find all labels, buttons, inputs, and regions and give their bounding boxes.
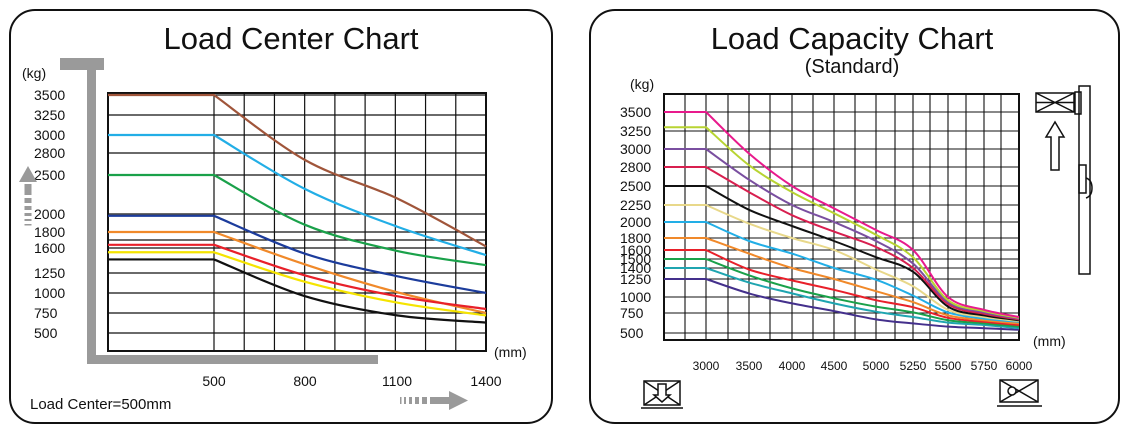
series-line-blue	[108, 214, 487, 295]
chart-subtitle: (Standard)	[805, 56, 900, 78]
series-line-red	[108, 243, 487, 311]
y-tick-label: 3500	[620, 104, 651, 120]
y-tick-label: 1600	[620, 242, 651, 258]
load-capacity-series	[664, 111, 1020, 331]
x-tick-label: 6000	[1006, 359, 1033, 373]
y-tick-label: 2800	[620, 159, 651, 175]
y-tick-label: 2500	[620, 178, 651, 194]
series-line-green	[108, 173, 487, 267]
series-line-violet	[664, 278, 1020, 331]
y-tick-label: 1000	[34, 285, 65, 301]
chart-title: Load Center Chart	[163, 21, 418, 56]
series-line-purple	[664, 148, 1020, 320]
load-capacity-x-ticks: 3000 3500 4000 4500 5000 5250 5500 5750 6000	[693, 359, 1033, 373]
series-line-magenta	[664, 111, 1020, 318]
lift-up-arrow-icon	[1044, 120, 1066, 171]
pallet-box-raised-icon	[1035, 92, 1075, 113]
y-tick-label: 500	[620, 325, 644, 341]
series-line-crimson	[664, 166, 1020, 321]
y-tick-label: 750	[34, 305, 58, 321]
y-tick-label: 2000	[620, 214, 651, 230]
up-arrow-icon	[19, 166, 37, 226]
series-line-black	[108, 258, 487, 324]
right-arrow-icon	[400, 391, 468, 410]
y-tick-label: 3250	[620, 123, 651, 139]
x-tick-label: 800	[293, 373, 317, 389]
series-line-teal	[664, 267, 1020, 330]
series-line-cyan	[664, 221, 1020, 323]
load-center-note: Load Center=500mm	[30, 396, 171, 413]
y-tick-label: 1000	[620, 289, 651, 305]
y-tick-label: 2500	[34, 167, 65, 183]
series-line-black	[664, 185, 1020, 322]
y-tick-label: 500	[34, 325, 58, 341]
y-tick-label: 2800	[34, 145, 65, 161]
y-tick-label: 2250	[620, 197, 651, 213]
y-tick-label: 2000	[34, 206, 65, 222]
load-center-series	[108, 93, 487, 324]
x-axis-unit: (mm)	[494, 344, 527, 360]
series-line-brown	[108, 93, 487, 248]
x-tick-label: 5000	[863, 359, 890, 373]
y-tick-label: 3000	[620, 141, 651, 157]
x-tick-label: 1100	[382, 373, 412, 389]
x-tick-label: 3000	[693, 359, 720, 373]
y-tick-label: 1250	[620, 271, 651, 287]
y-tick-label: 1500	[620, 251, 651, 267]
series-line-orange	[664, 237, 1020, 325]
x-tick-label: 1400	[470, 373, 501, 389]
x-tick-label: 4000	[779, 359, 806, 373]
y-tick-label: 3000	[34, 127, 65, 143]
y-tick-label: 1400	[620, 260, 651, 276]
x-tick-label: 5750	[971, 359, 998, 373]
y-tick-label: 3500	[34, 87, 65, 103]
x-tick-label: 3500	[736, 359, 763, 373]
load-capacity-y-ticks: 3500 3250 3000 2800 2500 22502000180016001500…	[620, 104, 651, 341]
y-axis-unit: (kg)	[630, 76, 654, 92]
y-tick-label: 1250	[34, 265, 65, 281]
y-tick-label: 3250	[34, 107, 65, 123]
chart-title: Load Capacity Chart	[711, 21, 994, 56]
series-line-yellow	[108, 251, 487, 317]
x-axis-unit: (mm)	[1033, 333, 1066, 349]
x-tick-label: 5250	[900, 359, 927, 373]
forklift-mast-icon	[1074, 85, 1093, 275]
y-tick-label: 1800	[620, 230, 651, 246]
pallet-box-tilted-icon	[997, 379, 1042, 407]
pallet-box-down-icon	[641, 380, 683, 409]
series-line-khaki	[664, 204, 1020, 322]
load-center-x-ticks: 500 800 1100 1400	[202, 373, 501, 389]
series-line-red	[664, 249, 1020, 326]
x-tick-label: 5500	[935, 359, 962, 373]
series-line-lime	[664, 126, 1020, 319]
axis-frame-bracket	[60, 58, 378, 364]
y-axis-unit: (kg)	[22, 65, 46, 81]
series-line-cyan	[108, 133, 487, 257]
x-tick-label: 500	[202, 373, 226, 389]
x-tick-label: 4500	[821, 359, 848, 373]
y-tick-label: 1800	[34, 224, 65, 240]
y-tick-label: 1600	[34, 240, 65, 256]
series-line-green	[664, 258, 1020, 328]
y-tick-label: 750	[620, 305, 644, 321]
